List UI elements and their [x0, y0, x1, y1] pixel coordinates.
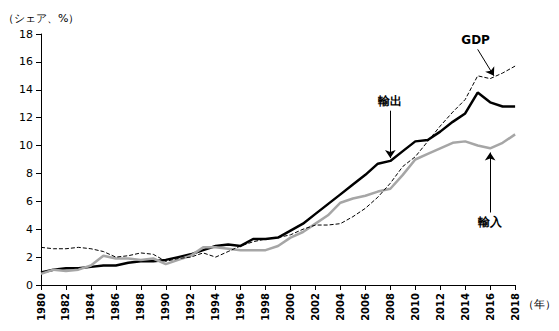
svg-text:2014: 2014 — [460, 293, 471, 321]
svg-text:16: 16 — [19, 55, 33, 68]
svg-text:2000: 2000 — [285, 293, 296, 321]
svg-text:6: 6 — [26, 195, 33, 208]
svg-text:（年）: （年） — [523, 298, 556, 311]
svg-text:1992: 1992 — [185, 293, 196, 321]
svg-text:1996: 1996 — [235, 293, 246, 321]
svg-text:1988: 1988 — [135, 293, 146, 321]
svg-text:2002: 2002 — [310, 293, 321, 321]
svg-text:1994: 1994 — [210, 293, 221, 321]
svg-text:2006: 2006 — [360, 293, 371, 321]
svg-text:12: 12 — [19, 111, 33, 124]
svg-text:（シェア、%）: （シェア、%） — [3, 12, 79, 25]
svg-text:1990: 1990 — [160, 293, 171, 321]
svg-text:1982: 1982 — [60, 293, 71, 321]
svg-text:10: 10 — [19, 139, 33, 152]
svg-text:2016: 2016 — [485, 293, 496, 321]
svg-text:14: 14 — [19, 83, 33, 96]
svg-text:1986: 1986 — [110, 293, 121, 321]
svg-text:2018: 2018 — [510, 293, 521, 321]
svg-text:輸出: 輸出 — [377, 94, 402, 108]
svg-text:1998: 1998 — [260, 293, 271, 321]
svg-text:GDP: GDP — [461, 33, 490, 47]
svg-text:輸入: 輸入 — [477, 215, 503, 229]
svg-text:8: 8 — [26, 167, 33, 180]
svg-text:2: 2 — [26, 251, 33, 264]
svg-text:1980: 1980 — [36, 293, 47, 321]
svg-text:0: 0 — [26, 279, 33, 292]
svg-text:2008: 2008 — [385, 293, 396, 321]
svg-text:1984: 1984 — [85, 293, 96, 321]
svg-text:2012: 2012 — [435, 293, 446, 321]
svg-text:4: 4 — [26, 223, 33, 236]
svg-text:18: 18 — [19, 28, 33, 41]
svg-text:2004: 2004 — [335, 293, 346, 321]
svg-text:2010: 2010 — [410, 293, 421, 321]
